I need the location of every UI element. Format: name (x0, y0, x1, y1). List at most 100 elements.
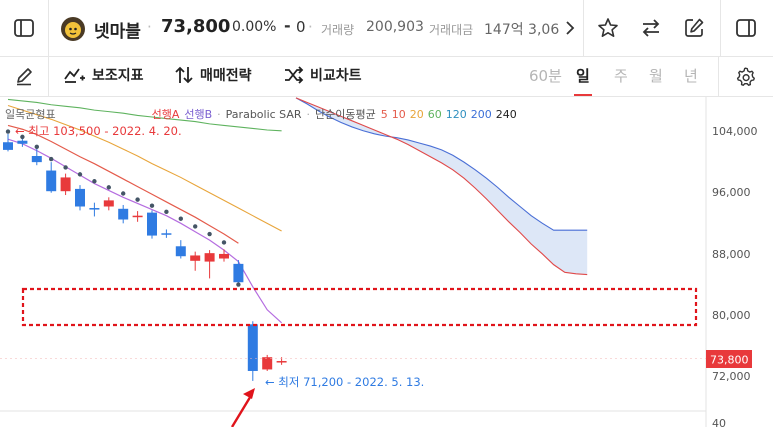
y-tick-label: 104,000 (712, 125, 758, 138)
change-percent: 0.00% (232, 19, 277, 35)
candle-body (46, 170, 57, 192)
current-price-tag (706, 350, 752, 368)
sar-dot (135, 197, 140, 202)
edit-note-icon[interactable] (682, 16, 706, 40)
candle-body (132, 215, 143, 218)
candle-body (247, 324, 258, 371)
candle-body (60, 177, 71, 192)
candle-body (161, 233, 172, 235)
sar-dot (106, 185, 112, 190)
strategy-button[interactable]: 매매전략 (174, 64, 252, 86)
stock-header-bar: 넷마블 · 73,800 0.00% - 0 · 거래량 200,903 거래대… (0, 0, 773, 57)
sar-dot (207, 231, 212, 237)
header-scroll-right-icon[interactable] (562, 18, 578, 38)
divider (583, 0, 584, 56)
pointer-arrow-line (230, 393, 254, 427)
candle-body (190, 255, 201, 261)
change-absolute: 0 (296, 18, 306, 36)
legend-ma-period[interactable]: 10 (391, 108, 406, 121)
candle-body (118, 208, 129, 220)
y-tick-label: 40 (712, 417, 726, 427)
legend-ichimoku[interactable]: 일목균형표 (5, 108, 56, 121)
sar-dot (121, 191, 126, 196)
chart-toolbar (0, 56, 773, 97)
candle-body (17, 140, 28, 144)
active-period-underline (574, 94, 592, 96)
candle-body (31, 156, 42, 163)
amount-label: 거래대금 (429, 23, 474, 37)
pointer-arrow-head (243, 388, 255, 399)
y-tick-label: 88,000 (712, 248, 751, 261)
legend-ma[interactable]: 단순이동평균 (315, 108, 376, 121)
legend-ma-periods: 5 10 20 60 120 200 240 (381, 108, 521, 121)
candle-body (233, 263, 244, 283)
strategy-label: 매매전략 (200, 68, 252, 84)
price-chart[interactable]: 104,000 96,000 88,000 80,000 72,000 40 7… (0, 97, 773, 427)
favorite-star-icon[interactable] (596, 16, 620, 40)
sar-dot (193, 224, 198, 229)
legend-ma-period[interactable]: 60 (427, 108, 442, 121)
sar-dot (20, 134, 25, 140)
highlight-box (21, 287, 698, 327)
legend-lead-b[interactable]: 선행B (184, 108, 213, 121)
candle-body (89, 208, 100, 210)
low-annotation: ← 최저 71,200 - 2022. 5. 13. (265, 375, 424, 389)
compare-label: 비교차트 (310, 68, 362, 84)
indicators-label: 보조지표 (92, 68, 144, 84)
divider (48, 0, 49, 56)
sar-dot (92, 179, 97, 184)
compare-shuffle-icon (285, 66, 304, 84)
candle-body (276, 361, 287, 363)
drawing-pen-icon[interactable] (12, 64, 36, 88)
stock-logo-icon (60, 16, 86, 42)
y-tick-label: 80,000 (712, 309, 751, 322)
candle-body (147, 212, 157, 236)
sidebar-toggle-icon[interactable] (12, 16, 36, 40)
divider (48, 56, 49, 96)
legend-dot: · (306, 108, 311, 121)
volume-label: 거래량 (321, 23, 355, 37)
amount-value: 147억 3,06 (484, 22, 560, 38)
indicators-button[interactable]: 보조지표 (64, 64, 144, 86)
sar-dot (164, 209, 169, 215)
sar-dot (5, 129, 11, 134)
period-month[interactable]: 월 (649, 67, 663, 85)
sar-dot (149, 203, 155, 208)
side-panel-toggle-icon[interactable] (734, 16, 758, 40)
cloud-fill (296, 97, 588, 275)
candles (3, 133, 287, 381)
legend-sar[interactable]: Parabolic SAR (225, 108, 302, 121)
ma20-line (7, 104, 282, 232)
ma60-line (7, 98, 282, 132)
current-price-tag-label: 73,800 (710, 354, 749, 367)
separator-dot: · (147, 18, 152, 36)
legend-ma-period[interactable]: 5 (380, 108, 388, 121)
high-annotation: ← 최고 103,500 - 2022. 4. 20. (15, 124, 182, 138)
candle-body (204, 253, 215, 262)
candle-body (175, 246, 186, 257)
compare-button[interactable]: 비교차트 (284, 64, 362, 86)
swap-arrows-icon[interactable] (639, 16, 663, 40)
stock-name[interactable]: 넷마블 (94, 22, 141, 42)
legend-ma-period[interactable]: 240 (495, 108, 517, 121)
legend-ma-period[interactable]: 200 (470, 108, 492, 121)
period-year[interactable]: 년 (684, 67, 698, 85)
parabolic-sar (5, 129, 241, 287)
sar-dot (221, 240, 227, 245)
period-week[interactable]: 주 (614, 67, 628, 85)
strategy-icon (175, 66, 193, 84)
change-sign: - (284, 16, 291, 35)
sar-dot (49, 156, 54, 162)
y-tick-label: 96,000 (712, 186, 751, 199)
current-price: 73,800 (161, 16, 231, 37)
legend-ma-period[interactable]: 20 (409, 108, 424, 121)
indicators-icon (64, 68, 85, 83)
legend-lead-a[interactable]: 선행A (151, 108, 180, 121)
settings-gear-icon[interactable] (733, 64, 757, 88)
period-60min[interactable]: 60분 (529, 67, 562, 85)
divider (718, 56, 719, 96)
cloud-lead-b-line (295, 97, 588, 276)
ichimoku-cloud (295, 97, 588, 276)
period-day[interactable]: 일 (576, 67, 590, 85)
legend-ma-period[interactable]: 120 (445, 108, 467, 121)
